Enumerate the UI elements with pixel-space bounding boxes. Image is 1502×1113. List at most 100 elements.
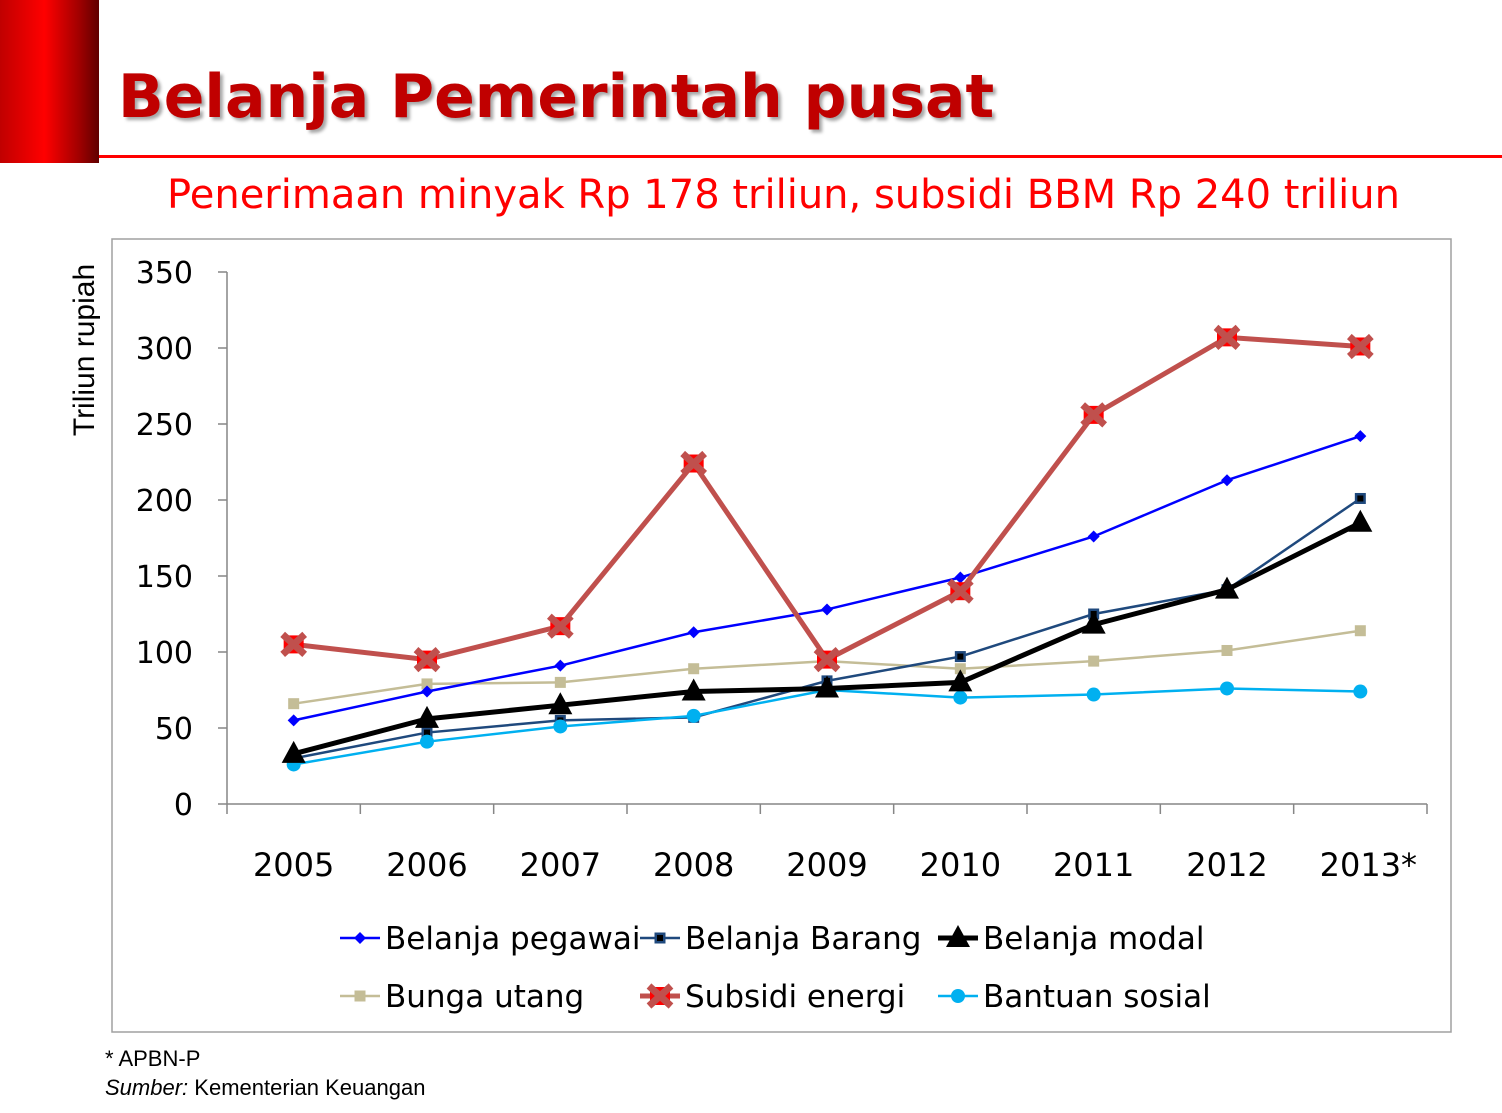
x-tick-label: 2007 (520, 846, 601, 884)
triangle-marker (1348, 509, 1373, 532)
circle-marker (1353, 684, 1368, 699)
circle-point (686, 708, 701, 723)
source-text: Kementerian Keuangan (194, 1075, 426, 1100)
legend-item: Subsidi energi (640, 979, 905, 1015)
y-tick-label: 0 (174, 788, 193, 823)
triangle-marker (548, 692, 573, 715)
diamond-marker (1354, 430, 1367, 443)
square-marker (354, 990, 366, 1002)
legend-item: Belanja modal (938, 921, 1205, 957)
legend-label: Belanja Barang (685, 921, 921, 957)
square-marker (954, 651, 966, 663)
footnote-source: Sumber: Kementerian Keuangan (105, 1075, 425, 1101)
square-marker (554, 676, 566, 688)
y-tick-label: 50 (155, 712, 193, 747)
x-square-marker (646, 983, 674, 1009)
diamond-point (1087, 530, 1100, 543)
diamond-point (687, 626, 700, 639)
x-point (546, 613, 574, 639)
legend-label: Bantuan sosial (983, 979, 1211, 1015)
triangle-point (1081, 611, 1106, 634)
square-marker (1354, 625, 1366, 637)
diamond-point (354, 932, 366, 944)
x-square-marker (1346, 333, 1374, 360)
square-point (554, 676, 566, 688)
x-point (646, 983, 674, 1009)
series-subsidi-energi (280, 324, 1374, 673)
diamond-marker (954, 571, 967, 584)
triangle-point (681, 678, 706, 701)
diamond-marker (354, 932, 366, 944)
series-belanja-modal (281, 509, 1373, 763)
header-divider (99, 155, 1502, 158)
legend-label: Subsidi energi (685, 979, 905, 1015)
square-marker (1221, 644, 1233, 656)
legend-label: Belanja modal (983, 921, 1205, 957)
x-tick-label: 2006 (386, 846, 467, 884)
x-point (946, 578, 974, 604)
triangle-marker (1081, 611, 1106, 634)
diamond-marker (821, 603, 833, 616)
header-accent-block (0, 0, 99, 163)
x-point (813, 647, 841, 673)
triangle-marker (415, 705, 439, 728)
x-tick-label: 2010 (920, 846, 1001, 884)
triangle-marker (815, 675, 839, 698)
legend-item: Belanja pegawai (340, 921, 640, 957)
x-tick-label: 2011 (1053, 846, 1134, 884)
diamond-marker (554, 659, 567, 672)
page-title: Belanja Pemerintah pusat (118, 62, 995, 132)
square-marker (688, 663, 700, 675)
x-square-marker (546, 613, 574, 639)
triangle-point (548, 692, 573, 715)
source-label: Sumber: (105, 1075, 189, 1100)
triangle-point (415, 705, 439, 728)
circle-marker (1220, 681, 1234, 696)
diamond-point (287, 714, 300, 727)
x-point (680, 450, 708, 477)
x-square-marker (680, 450, 708, 477)
legend-label: Bunga utang (385, 979, 584, 1015)
square-point (688, 663, 700, 675)
page-subtitle: Penerimaan minyak Rp 178 triliun, subsid… (167, 172, 1400, 218)
diamond-point (554, 659, 567, 672)
triangle-marker (946, 925, 970, 947)
circle-marker (953, 690, 968, 705)
y-tick-label: 100 (136, 636, 193, 671)
diamond-marker (1087, 530, 1100, 543)
circle-marker (951, 989, 965, 1003)
circle-marker (553, 719, 568, 734)
diamond-point (421, 685, 433, 698)
diamond-point (954, 571, 967, 584)
triangle-marker (1215, 576, 1239, 599)
triangle-point (948, 669, 973, 692)
diamond-marker (687, 626, 700, 639)
x-square-marker (946, 578, 974, 604)
x-square-marker (1080, 402, 1108, 428)
x-tick-label: 2012 (1186, 846, 1267, 884)
triangle-point (281, 740, 306, 763)
chart-frame (111, 238, 1452, 1033)
series-belanja-pegawai (287, 430, 1367, 727)
circle-point (1086, 687, 1101, 702)
triangle-point (1215, 576, 1239, 599)
square-marker (1354, 492, 1366, 504)
circle-point (553, 719, 568, 734)
square-point-inner (657, 935, 663, 941)
square-marker (1088, 655, 1100, 667)
footnote-apbn: * APBN-P (105, 1046, 201, 1071)
x-square-marker (813, 647, 841, 673)
x-square-marker (413, 647, 441, 673)
diamond-marker (287, 714, 300, 727)
circle-marker (420, 734, 434, 749)
circle-point (953, 690, 968, 705)
x-point (413, 647, 441, 673)
triangle-marker (948, 669, 973, 692)
x-point (280, 631, 308, 657)
square-point (1354, 625, 1366, 637)
circle-marker (686, 708, 701, 723)
y-tick-label: 300 (136, 332, 193, 367)
square-point (1088, 655, 1100, 667)
y-tick-label: 350 (136, 256, 193, 291)
y-tick-label: 200 (136, 484, 193, 519)
